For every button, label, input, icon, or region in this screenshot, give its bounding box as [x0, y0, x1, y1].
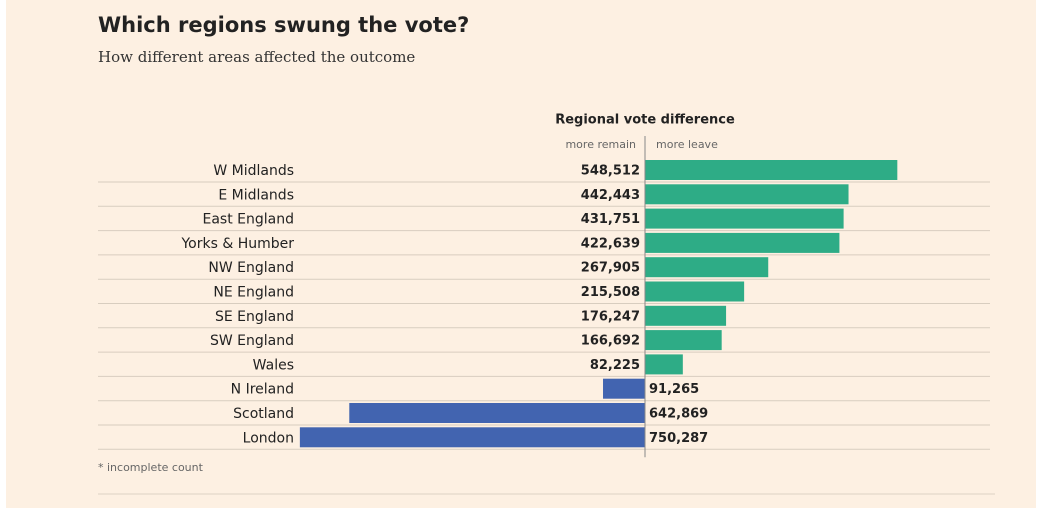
bar — [299, 427, 645, 448]
bar — [645, 330, 722, 351]
bar — [645, 184, 849, 205]
left-label: more remain — [565, 138, 636, 151]
background — [6, 0, 1036, 508]
value-label: 422,639 — [581, 236, 640, 251]
category-label: SW England — [210, 333, 294, 349]
category-label: NE England — [213, 285, 294, 301]
category-label: Yorks & Humber — [180, 236, 294, 252]
category-label: SE England — [215, 309, 294, 325]
category-label: E Midlands — [218, 187, 294, 203]
bar — [645, 281, 745, 302]
bar — [645, 160, 898, 180]
bar — [645, 354, 683, 375]
axis-title: Regional vote difference — [555, 113, 735, 128]
bar — [645, 232, 840, 253]
bar — [645, 305, 727, 326]
category-label: NW England — [208, 260, 294, 276]
value-label: 442,443 — [581, 188, 640, 203]
value-label: 267,905 — [581, 261, 640, 276]
value-label: 91,265 — [649, 382, 699, 397]
category-label: N Ireland — [231, 382, 294, 398]
chart-title: Which regions swung the vote? — [98, 13, 469, 37]
category-label: Wales — [253, 357, 294, 373]
category-label: London — [243, 430, 294, 446]
bar — [349, 403, 645, 423]
category-label: W Midlands — [213, 163, 294, 179]
value-label: 215,508 — [581, 285, 640, 300]
bar — [645, 257, 769, 278]
value-label: 750,287 — [649, 431, 708, 446]
value-label: 176,247 — [581, 309, 640, 324]
category-label: East England — [203, 212, 295, 228]
value-label: 166,692 — [581, 334, 640, 349]
chart-subtitle: How different areas affected the outcome — [98, 48, 415, 66]
value-label: 642,869 — [649, 407, 708, 422]
footnote: * incomplete count — [98, 461, 204, 474]
bar — [603, 378, 645, 399]
bar — [645, 208, 844, 229]
value-label: 82,225 — [590, 358, 640, 373]
right-label: more leave — [656, 138, 718, 151]
category-label: Scotland — [233, 406, 294, 422]
value-label: 431,751 — [581, 212, 640, 227]
value-label: 548,512 — [581, 164, 640, 179]
